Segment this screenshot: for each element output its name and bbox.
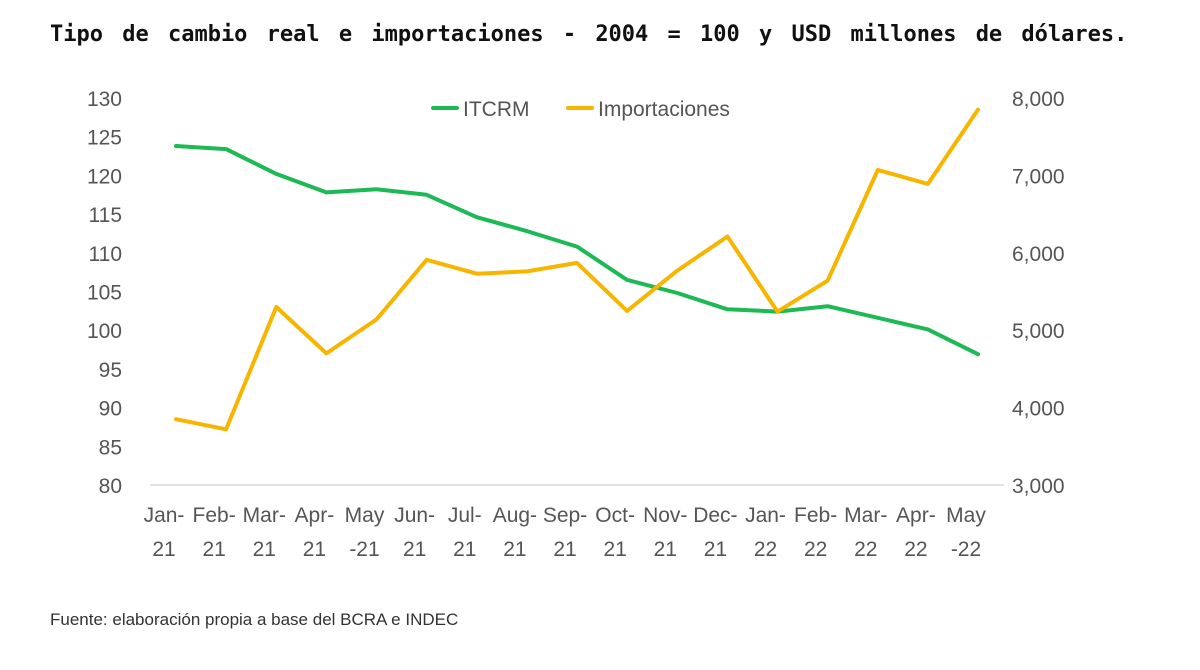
left-y-tick-label: 90 (99, 398, 122, 421)
x-tick-label: Oct- (595, 504, 635, 527)
x-tick-label: 21 (453, 538, 476, 561)
x-tick-label: 22 (804, 538, 827, 561)
x-axis: Jan- 21 Feb- 21 Mar- 21 Apr- 21 May -21 Jun- 21 Jul-… (144, 484, 1004, 561)
left-y-tick-label: 95 (99, 359, 122, 382)
series-layer (174, 107, 980, 432)
x-tick-label: Feb- (193, 504, 236, 527)
left-y-tick-label: 130 (87, 88, 122, 111)
left-y-tick-label: 80 (99, 475, 122, 498)
legend-label-itcrm: ITCRM (463, 98, 530, 121)
series-line-importaciones (174, 107, 980, 432)
left-y-tick-label: 105 (87, 282, 122, 305)
x-tick-label: Jan- (745, 504, 786, 527)
x-tick-label: 21 (403, 538, 426, 561)
x-tick-label: 21 (253, 538, 276, 561)
left-y-tick-label: 110 (89, 243, 122, 266)
x-tick-label: 22 (754, 538, 777, 561)
x-tick-label: Jan- (144, 504, 185, 527)
x-tick-label: 21 (704, 538, 727, 561)
right-y-tick-label: 3,000 (1012, 475, 1065, 498)
left-y-tick-label: 115 (89, 204, 122, 227)
x-tick-label: 21 (202, 538, 225, 561)
x-tick-label: 21 (503, 538, 526, 561)
x-tick-label: 22 (904, 538, 927, 561)
x-tick-label: Apr- (896, 504, 936, 527)
x-tick-label: 21 (654, 538, 677, 561)
x-tick-label: 21 (603, 538, 626, 561)
x-tick-label: 22 (854, 538, 877, 561)
x-tick-label: Jun- (394, 504, 435, 527)
legend-label-importaciones: Importaciones (598, 98, 730, 121)
left-y-axis: 130 125 120 115 110 105 100 95 90 85 80 (87, 88, 122, 498)
x-tick-label: 21 (152, 538, 175, 561)
x-tick-label: Mar- (844, 504, 887, 527)
left-y-tick-label: 100 (87, 320, 122, 343)
x-tick-label: May (946, 504, 986, 527)
x-tick-label: May (345, 504, 385, 527)
left-y-tick-label: 125 (87, 127, 122, 150)
right-y-tick-label: 6,000 (1012, 243, 1065, 266)
right-y-tick-label: 4,000 (1012, 398, 1065, 421)
x-tick-label: Apr- (295, 504, 335, 527)
x-tick-label: -22 (951, 538, 981, 561)
x-tick-label: Nov- (643, 504, 687, 527)
x-tick-label: Dec- (693, 504, 737, 527)
legend: ITCRM Importaciones (431, 98, 730, 121)
x-tick-label: -21 (349, 538, 379, 561)
x-tick-label: Sep- (543, 504, 587, 527)
right-y-tick-label: 5,000 (1012, 320, 1065, 343)
chart-title: Tipo de cambio real e importaciones - 20… (50, 22, 1128, 47)
left-y-tick-label: 120 (87, 165, 122, 188)
right-y-tick-label: 8,000 (1012, 88, 1065, 111)
x-tick-label: Jul- (448, 504, 482, 527)
x-tick-label: Mar- (243, 504, 286, 527)
right-y-axis: 8,000 7,000 6,000 5,000 4,000 3,000 (1012, 88, 1065, 498)
x-tick-label: 21 (303, 538, 326, 561)
x-tick-label: Feb- (794, 504, 837, 527)
x-tick-label: Aug- (493, 504, 537, 527)
left-y-tick-label: 85 (99, 436, 122, 459)
x-tick-label: 21 (553, 538, 576, 561)
source-note: Fuente: elaboración propia a base del BC… (50, 610, 459, 629)
right-y-tick-label: 7,000 (1012, 165, 1065, 188)
